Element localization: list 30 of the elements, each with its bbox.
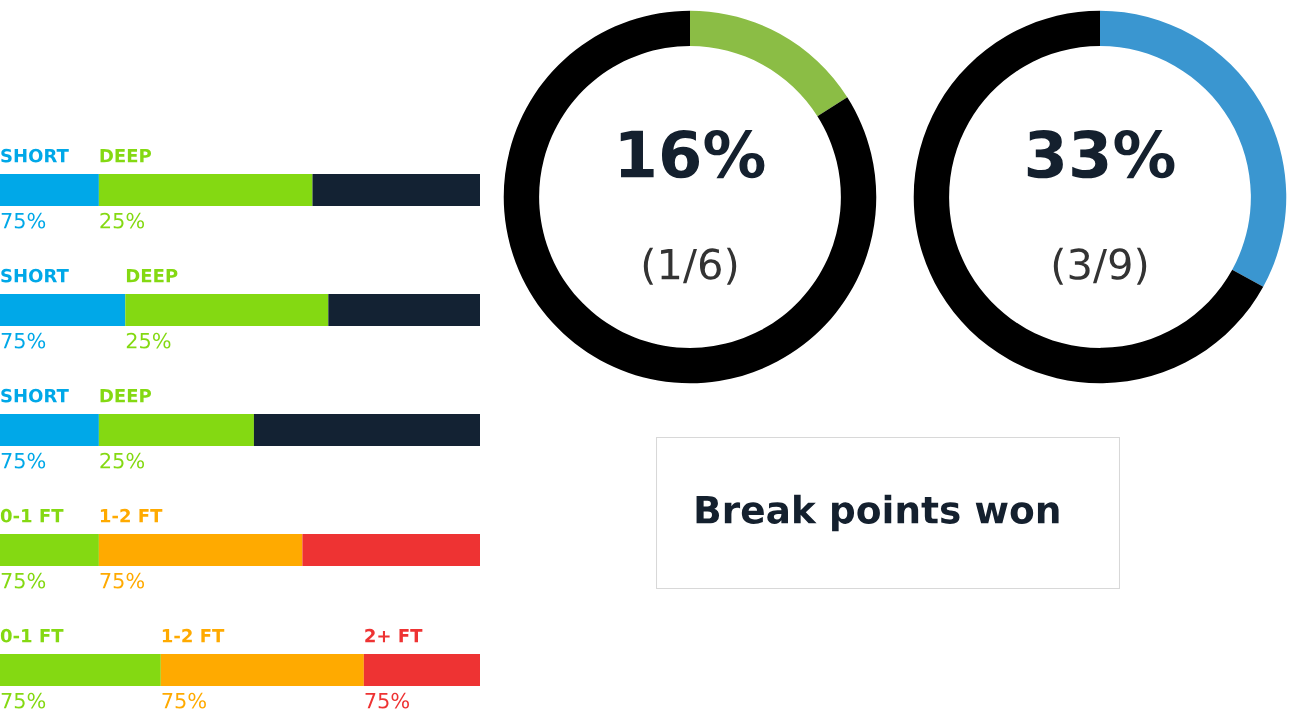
series-label: SHORT (1, 268, 69, 283)
donut-slice (690, 10, 848, 117)
series-label: DEEP (100, 149, 152, 163)
donut-slice (503, 10, 877, 384)
series-label: 0-1 FT (0, 508, 64, 523)
text: 75% (1, 332, 46, 349)
text: (1/6) (643, 247, 737, 285)
text: 75% (1, 452, 46, 469)
text: 75% (1, 212, 46, 229)
series-label: DEEP (100, 389, 152, 403)
text: 75% (100, 572, 145, 589)
text: (3/9) (1053, 247, 1147, 285)
text: Break points won (696, 494, 1059, 532)
series-label: SHORT (1, 148, 69, 163)
text: 75% (162, 692, 206, 709)
series-label: 0-1 FT (0, 628, 64, 643)
text: 25% (100, 212, 145, 229)
series-label: 1-2 FT (100, 508, 163, 523)
text: 25% (100, 452, 145, 469)
series-label: 1-2 FT (162, 628, 225, 643)
text: 33% (1027, 129, 1175, 179)
series-label: 2+ FT (365, 628, 423, 643)
text: 16% (620, 129, 765, 179)
text: 25% (126, 332, 171, 349)
series-label: SHORT (1, 388, 69, 403)
donut-slice (913, 10, 1264, 384)
text: 75% (1, 692, 46, 709)
series-label: DEEP (126, 269, 178, 283)
text: 75% (365, 692, 409, 709)
text: 75% (1, 572, 46, 589)
